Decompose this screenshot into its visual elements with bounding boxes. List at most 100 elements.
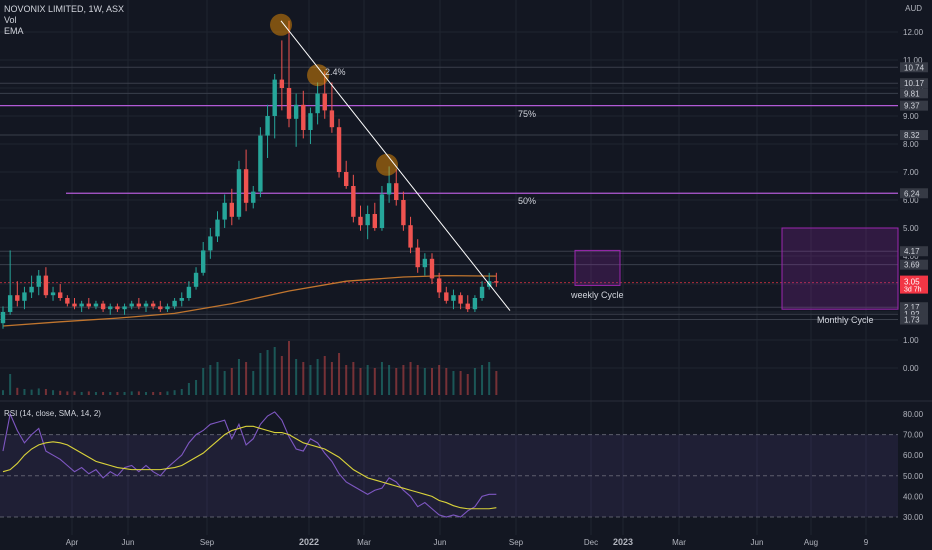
- price-tick-8: 4.00: [903, 252, 919, 261]
- rsi-tick-4: 40.00: [903, 492, 924, 501]
- candle-body-9: [65, 298, 70, 304]
- price-tag-bg-4: [900, 130, 928, 141]
- price-tag-bg-5: [900, 188, 928, 199]
- price-tag-bg-8: [900, 302, 928, 313]
- candle-body-8: [58, 292, 63, 298]
- volume-bar-28: [202, 368, 205, 395]
- candle-body-67: [479, 286, 485, 298]
- ema-indicator-label[interactable]: EMA: [4, 26, 24, 36]
- annotation-label-1: 75%: [518, 109, 536, 119]
- volume-bar-38: [273, 347, 276, 395]
- rsi-tick-0: 80.00: [903, 410, 924, 419]
- volume-bar-41: [295, 359, 298, 395]
- price-tag-7: 3.69: [904, 261, 920, 270]
- volume-bar-53: [380, 362, 383, 395]
- time-tick-5: Jun: [434, 538, 447, 547]
- candle-body-44: [315, 93, 320, 114]
- price-tag-6: 4.17: [904, 247, 920, 256]
- trend-line[interactable]: [280, 20, 511, 311]
- volume-bar-26: [187, 383, 190, 395]
- volume-bar-59: [423, 368, 426, 395]
- volume-bar-20: [145, 392, 147, 395]
- candle-body-60: [429, 258, 435, 279]
- candle-body-30: [215, 219, 220, 237]
- rsi-tick-1: 70.00: [903, 431, 924, 440]
- price-tag-5: 6.24: [904, 189, 920, 198]
- candle-body-7: [50, 292, 56, 296]
- candle-body-52: [372, 214, 377, 228]
- candle-body-28: [201, 250, 206, 273]
- price-tick-3: 9.00: [903, 112, 919, 121]
- volume-bar-9: [66, 391, 69, 395]
- pivot-circle-1: [307, 64, 329, 87]
- symbol-title[interactable]: NOVONIX LIMITED, 1W, ASX: [4, 4, 125, 14]
- volume-bar-27: [195, 380, 198, 395]
- candle-body-59: [422, 258, 428, 268]
- volume-bar-5: [37, 388, 40, 395]
- volume-bars: [2, 341, 498, 395]
- candle-body-51: [365, 214, 370, 226]
- candle-body-13: [93, 303, 99, 307]
- candle-body-3: [22, 292, 27, 301]
- candle-body-12: [86, 303, 91, 307]
- volume-bar-63: [452, 371, 455, 395]
- volume-bar-21: [152, 392, 155, 395]
- price-tag-1: 10.17: [904, 79, 925, 88]
- price-tag-0: 10.74: [904, 63, 925, 72]
- volume-bar-62: [445, 368, 448, 395]
- candle-body-50: [358, 216, 363, 226]
- volume-bar-64: [459, 371, 462, 395]
- volume-bar-68: [488, 362, 491, 395]
- volume-bar-50: [359, 368, 362, 395]
- candle-body-17: [122, 306, 127, 310]
- ema-polyline: [2, 274, 497, 327]
- volume-bar-45: [323, 356, 326, 395]
- price-tick-11: 1.00: [903, 336, 919, 345]
- candle-body-38: [272, 79, 277, 116]
- volume-bar-33: [237, 359, 240, 395]
- volume-bar-48: [345, 365, 348, 395]
- candle-body-16: [115, 306, 120, 310]
- currency-label: AUD: [905, 4, 922, 13]
- price-tag-bg-1: [900, 78, 928, 89]
- time-tick-3: 2022: [299, 537, 319, 547]
- candle-body-49: [351, 186, 356, 217]
- volume-bar-10: [73, 391, 76, 395]
- candle-body-34: [243, 169, 249, 203]
- candle-body-6: [43, 275, 49, 296]
- ema-line: [2, 274, 497, 327]
- candle-body-58: [415, 247, 420, 268]
- pivot-highlights: [270, 13, 398, 176]
- volume-bar-42: [302, 362, 305, 395]
- candle-body-61: [436, 278, 442, 293]
- price-tag-3: 9.37: [904, 102, 920, 111]
- candle-body-39: [279, 79, 285, 88]
- volume-bar-51: [366, 365, 369, 395]
- volume-bar-2: [16, 387, 19, 395]
- volume-bar-36: [259, 353, 262, 395]
- time-tick-4: Mar: [357, 538, 371, 547]
- cycle-boxes[interactable]: [574, 227, 899, 310]
- candle-body-47: [336, 127, 342, 172]
- price-tick-6: 6.00: [903, 196, 919, 205]
- candle-body-10: [72, 303, 77, 307]
- volume-indicator-label[interactable]: Vol: [4, 15, 17, 25]
- candle-body-0: [0, 312, 6, 324]
- candle-body-56: [401, 200, 406, 226]
- candle-body-45: [322, 93, 327, 111]
- volume-bar-8: [59, 390, 62, 395]
- volume-bar-54: [388, 365, 391, 395]
- annotation-label-4: Monthly Cycle: [817, 315, 874, 325]
- volume-bar-61: [438, 365, 441, 395]
- cycle-box-1: [781, 227, 899, 310]
- price-tick-5: 7.00: [903, 168, 919, 177]
- volume-bar-67: [481, 365, 484, 395]
- price-tick-4: 8.00: [903, 140, 919, 149]
- price-tick-1: 11.00: [903, 56, 923, 65]
- volume-bar-52: [373, 368, 376, 395]
- cycle-box-0: [574, 249, 621, 286]
- rsi-sma-line: [2, 425, 497, 510]
- rsi-legend[interactable]: RSI (14, close, SMA, 14, 2): [4, 409, 101, 418]
- volume-bar-16: [116, 392, 119, 395]
